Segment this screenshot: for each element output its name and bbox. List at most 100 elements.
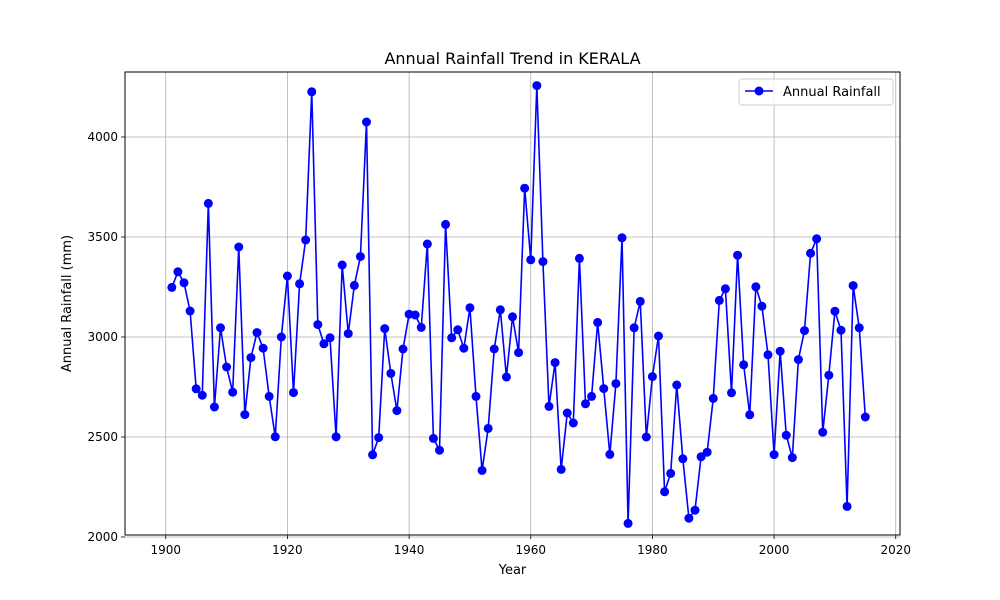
- data-point: [234, 242, 244, 252]
- data-point: [848, 281, 858, 291]
- data-point: [587, 391, 597, 401]
- data-point: [307, 87, 317, 97]
- data-point: [422, 239, 432, 249]
- data-point: [295, 279, 305, 289]
- data-point: [641, 432, 651, 442]
- legend-marker-icon: [754, 86, 764, 96]
- data-point: [216, 323, 226, 333]
- data-point: [459, 343, 469, 353]
- data-point: [690, 505, 700, 515]
- data-point: [720, 284, 730, 294]
- y-axis: 2000 2500 3000 3500 4000: [87, 130, 125, 544]
- data-point: [398, 344, 408, 354]
- data-point: [355, 252, 365, 262]
- data-point: [702, 447, 712, 457]
- data-point: [252, 328, 262, 338]
- data-point: [647, 372, 657, 382]
- data-point: [836, 325, 846, 335]
- data-point: [556, 464, 566, 474]
- data-point: [623, 518, 633, 528]
- y-axis-label: Annual Rainfall (mm): [60, 235, 75, 372]
- data-point: [349, 280, 359, 290]
- data-point: [465, 303, 475, 313]
- data-point: [605, 449, 615, 459]
- data-point: [635, 296, 645, 306]
- data-point: [568, 418, 578, 428]
- grid: [125, 72, 900, 538]
- data-point: [374, 433, 384, 443]
- data-point: [228, 387, 238, 397]
- data-point: [264, 391, 274, 401]
- data-point: [337, 260, 347, 270]
- data-point: [380, 324, 390, 334]
- data-point: [581, 399, 590, 409]
- data-point: [209, 402, 219, 412]
- data-point: [477, 465, 487, 475]
- data-point: [319, 339, 329, 349]
- data-point: [860, 412, 870, 422]
- data-point: [325, 333, 335, 343]
- data-point: [495, 305, 505, 315]
- data-point: [447, 333, 457, 343]
- y-tick-label: 3500: [87, 230, 118, 244]
- data-point: [818, 427, 828, 437]
- data-point: [654, 331, 663, 341]
- data-point: [824, 370, 834, 380]
- data-point: [799, 326, 809, 336]
- data-point: [289, 388, 298, 398]
- data-point: [660, 487, 670, 497]
- data-point: [246, 353, 256, 363]
- data-point: [410, 310, 420, 320]
- chart-title: Annual Rainfall Trend in KERALA: [384, 49, 640, 68]
- data-point: [538, 257, 548, 267]
- x-tick-label: 1960: [515, 543, 546, 557]
- data-point: [751, 282, 761, 292]
- data-point: [167, 282, 177, 292]
- data-point: [599, 384, 609, 394]
- data-point: [708, 393, 718, 403]
- data-point: [191, 384, 201, 394]
- data-point: [258, 343, 268, 353]
- data-point: [197, 390, 207, 400]
- series-layer: [167, 81, 870, 528]
- x-axis-label: Year: [498, 563, 527, 578]
- data-point: [276, 332, 286, 342]
- y-tick-label: 2000: [87, 530, 118, 544]
- legend: Annual Rainfall: [738, 78, 894, 106]
- data-point: [514, 348, 524, 358]
- data-point: [173, 267, 183, 277]
- x-tick-label: 1900: [150, 543, 181, 557]
- data-point: [629, 323, 639, 333]
- legend-box: [738, 78, 894, 106]
- data-point: [806, 248, 816, 258]
- data-point: [611, 379, 621, 389]
- data-point: [428, 433, 438, 443]
- data-point: [775, 346, 785, 356]
- data-point: [240, 410, 250, 420]
- plot-area-frame: [124, 71, 901, 536]
- data-point: [520, 183, 530, 193]
- y-tick-label: 4000: [87, 130, 118, 144]
- data-point: [368, 450, 378, 460]
- data-point: [416, 322, 426, 332]
- data-point: [842, 501, 852, 511]
- y-tick-label: 3000: [87, 330, 118, 344]
- data-point: [471, 391, 481, 401]
- data-point: [532, 81, 542, 91]
- data-point: [745, 410, 755, 420]
- data-point: [812, 234, 822, 244]
- data-point: [733, 250, 743, 260]
- data-point: [617, 233, 627, 243]
- data-point: [593, 317, 603, 327]
- data-point: [179, 278, 189, 288]
- data-point: [362, 117, 371, 127]
- data-point: [301, 235, 311, 245]
- data-point: [684, 513, 694, 523]
- data-point: [672, 380, 682, 390]
- data-point: [392, 406, 402, 416]
- data-point: [763, 350, 773, 360]
- x-tick-label: 1940: [394, 543, 425, 557]
- data-point: [282, 271, 292, 281]
- data-point: [830, 306, 840, 316]
